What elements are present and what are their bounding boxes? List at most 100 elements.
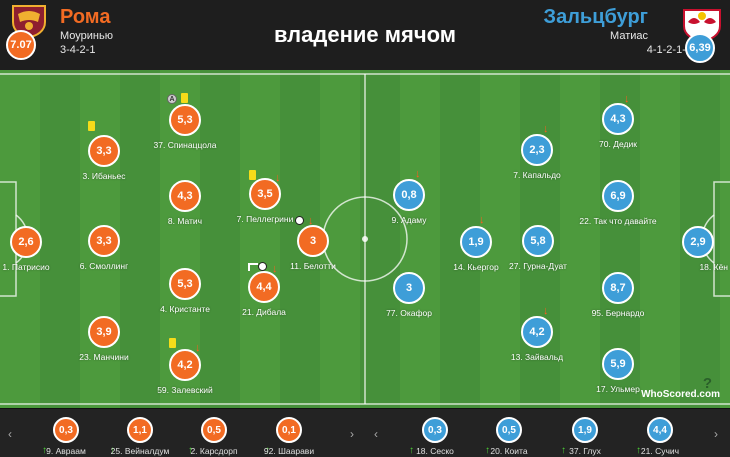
sub-rating: 0,5	[496, 417, 522, 443]
player-rating: 4,2	[521, 316, 553, 348]
player-name: 9. Адаму	[391, 215, 427, 225]
sub-on-arrow-icon: ↑	[188, 445, 193, 456]
whoscored-mark-icon: ?	[702, 375, 712, 392]
player-rating: 6,9	[602, 180, 634, 212]
player-name: 7. Пеллегрини	[236, 214, 294, 224]
player-name: 7. Капальдо	[513, 170, 561, 180]
player-rating: 2,6	[10, 226, 42, 258]
sub-on-arrow-icon: ↑	[42, 445, 47, 456]
player-rating: 2,3	[521, 134, 553, 166]
player-name: 37. Спинаццола	[153, 140, 217, 150]
sub-off-arrow-icon: ↓	[479, 214, 485, 226]
sub-on-arrow-icon: ↑	[409, 445, 414, 456]
player-name: 18. Кён	[699, 262, 728, 272]
yellow-card-icon	[88, 121, 95, 131]
sub-name: 92. Шаарави	[263, 446, 315, 456]
player-rating: 3,3	[88, 225, 120, 257]
sub-off-arrow-icon: ↓	[415, 168, 421, 180]
salzburg-crest-icon	[683, 9, 721, 42]
substitutes-bar: ‹ 0,3 ↑ 9. Авраам 1,1 ↑ 25. Вейналдум 0,…	[0, 408, 730, 457]
home-team-rating: 7.07	[6, 30, 36, 60]
sub-rating: 4,4	[647, 417, 673, 443]
yellow-card-icon	[249, 170, 256, 180]
page-title: владение мячом	[273, 22, 457, 47]
away-team-rating: 6,39	[685, 33, 715, 63]
chevron-right-icon[interactable]: ›	[714, 427, 718, 441]
player-rating: 3	[297, 225, 329, 257]
player-rating: 4,4	[248, 271, 280, 303]
pitch: 2,6 1. Патрисио 3,3 3. Ибаньес 3,3 6. См…	[0, 70, 730, 408]
chevron-right-icon[interactable]: ›	[350, 427, 354, 441]
sub-name: 20. Коита	[490, 446, 528, 456]
assist-icon: A	[167, 94, 177, 104]
player-name: 17. Ульмер	[596, 384, 640, 394]
sub-on-arrow-icon: ↑	[561, 445, 566, 456]
player-rating: 2,9	[682, 226, 714, 258]
chevron-left-icon[interactable]: ‹	[374, 427, 378, 441]
sub-name: 9. Авраам	[46, 446, 86, 456]
yellow-card-icon	[181, 93, 188, 103]
player-rating: 3,5	[249, 178, 281, 210]
away-coach: Матиас	[610, 30, 648, 42]
yellow-card-icon	[169, 338, 176, 348]
player-name: 23. Манчини	[79, 352, 129, 362]
sub-off-arrow-icon: ↓	[275, 172, 281, 184]
sub-rating: 1,9	[572, 417, 598, 443]
sub-name: 18. Сеско	[416, 446, 454, 456]
player-rating: 3	[393, 272, 425, 304]
player-name: 77. Окафор	[386, 308, 432, 318]
goal-ball-icon	[295, 216, 304, 225]
player-name: 8. Матич	[167, 216, 203, 226]
player-rating: 1,9	[460, 226, 492, 258]
chevron-left-icon[interactable]: ‹	[8, 427, 12, 441]
sub-on-arrow-icon: ↑	[265, 445, 270, 456]
player-name: 22. Так что давайте	[579, 216, 657, 226]
player-name: 95. Бернардо	[591, 308, 645, 318]
player-rating: 4,3	[169, 180, 201, 212]
sub-rating: 0,1	[276, 417, 302, 443]
sub-off-arrow-icon: ↓	[272, 263, 278, 275]
player-rating: 4,3	[602, 103, 634, 135]
player-name: 3. Ибаньес	[82, 171, 126, 181]
player-rating: 5,3	[169, 268, 201, 300]
sub-rating: 1,1	[127, 417, 153, 443]
player-name: 11. Белотти	[290, 261, 336, 271]
match-header: 7.07 Рома Моуринью 3-4-2-1 владение мячо…	[0, 0, 730, 70]
whoscored-logo: ? WhoScored.com	[641, 375, 720, 400]
player-rating: 8,7	[602, 272, 634, 304]
sub-name: 2. Карсдорп	[190, 446, 238, 456]
sub-on-arrow-icon: ↑	[110, 445, 115, 456]
sub-rating: 0,3	[53, 417, 79, 443]
sub-off-arrow-icon: ↓	[195, 342, 201, 354]
sub-off-arrow-icon: ↓	[543, 305, 549, 317]
player-rating: 3,9	[88, 316, 120, 348]
player-name: 13. Зайвальд	[510, 352, 564, 362]
player-rating: 5,9	[602, 348, 634, 380]
sub-rating: 0,3	[422, 417, 448, 443]
sub-on-arrow-icon: ↑	[485, 445, 490, 456]
away-formation: 4-1-2-1-2	[646, 44, 692, 56]
player-name: 21. Дибала	[242, 307, 286, 317]
sub-off-arrow-icon: ↓	[543, 123, 549, 135]
player-name: 59. Залевский	[157, 385, 213, 395]
sub-name: 21. Сучич	[640, 446, 680, 456]
player-name: 6. Смоллинг	[79, 261, 129, 271]
sub-off-arrow-icon: ↓	[624, 93, 630, 105]
goal-ball-icon	[258, 262, 267, 271]
home-formation: 3-4-2-1	[60, 44, 96, 56]
player-name: 70. Дедик	[599, 139, 637, 149]
player-name: 27. Гурна-Дуат	[509, 261, 567, 271]
sub-off-arrow-icon: ↓	[308, 215, 314, 227]
assist-boot-icon	[248, 263, 258, 271]
sub-name: 25. Вейналдум	[110, 446, 170, 456]
sub-rating: 0,5	[201, 417, 227, 443]
home-coach: Моуринью	[60, 30, 113, 42]
player-rating: 0,8	[393, 179, 425, 211]
home-team-name[interactable]: Рома	[60, 6, 111, 28]
player-name: 14. Кьергор	[453, 262, 499, 272]
watermark-text: WhoScored.com	[641, 389, 720, 400]
player-rating: 3,3	[88, 135, 120, 167]
away-team-name[interactable]: Зальцбург	[543, 6, 648, 28]
sub-name: 37. Глух	[569, 446, 601, 456]
player-rating: 5,3	[169, 104, 201, 136]
